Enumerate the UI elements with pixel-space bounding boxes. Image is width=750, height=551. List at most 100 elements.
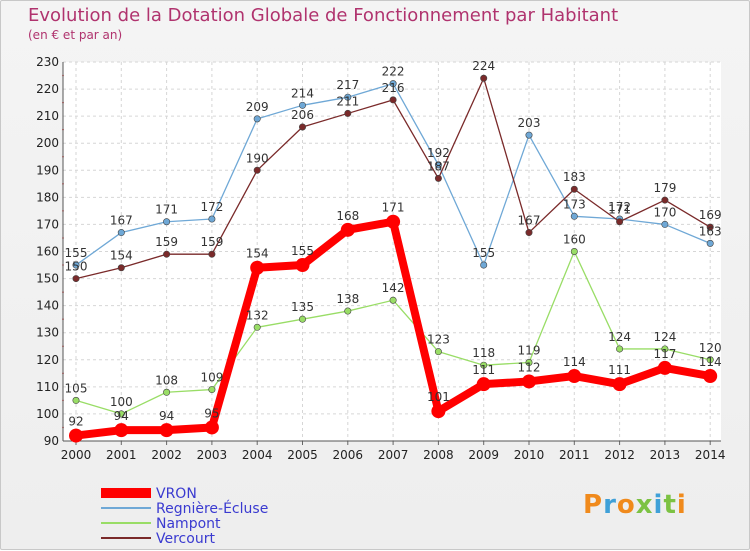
y-tick-label: 190: [36, 163, 59, 177]
data-point: [69, 428, 83, 443]
logo-letter: i: [653, 490, 664, 520]
legend-label: VRON: [156, 486, 197, 502]
data-point: [480, 361, 488, 369]
data-label: 169: [699, 208, 722, 222]
y-tick-label: 220: [36, 82, 59, 96]
series-group: [69, 74, 718, 443]
data-label: 159: [155, 235, 178, 249]
data-label: 124: [608, 330, 631, 344]
data-label: 135: [291, 300, 314, 314]
y-tick-label: 120: [36, 353, 59, 367]
data-label: 168: [336, 209, 359, 223]
y-tick-label: 210: [36, 109, 59, 123]
data-point: [253, 166, 261, 174]
data-label: 155: [291, 244, 314, 258]
axes: 90 100 110 120 130 140 150 160 170 180 190 200 210 22…: [36, 55, 725, 462]
y-tick-label: 100: [36, 407, 59, 421]
logo-letter: P: [583, 490, 604, 520]
logo-letter: x: [635, 490, 654, 520]
data-label: 222: [382, 65, 405, 79]
x-tick-label: 2007: [378, 448, 409, 462]
data-label: 114: [563, 355, 586, 369]
data-point: [389, 96, 397, 104]
data-label: 120: [699, 341, 722, 355]
data-label: 217: [336, 78, 359, 92]
data-point: [163, 388, 171, 396]
data-label: 142: [382, 281, 405, 295]
data-point: [340, 222, 355, 237]
data-label: 172: [200, 200, 223, 214]
data-point: [476, 377, 491, 392]
logo-letter: o: [616, 490, 636, 520]
proxiti-logo: Proxiti: [583, 490, 687, 520]
data-point: [298, 315, 306, 323]
data-point: [480, 74, 488, 82]
data-point: [616, 218, 624, 226]
data-label: 214: [291, 86, 314, 100]
data-label: 171: [155, 203, 178, 217]
data-point: [298, 123, 306, 131]
data-label: 123: [427, 333, 450, 347]
data-point: [208, 250, 216, 258]
data-label: 94: [159, 409, 174, 423]
data-label: 92: [68, 415, 83, 429]
data-point: [72, 396, 80, 404]
data-point: [386, 214, 401, 229]
data-point: [616, 345, 624, 353]
data-point: [480, 261, 488, 269]
data-point: [389, 296, 397, 304]
data-point: [434, 348, 442, 356]
y-tick-label: 170: [36, 217, 59, 231]
legend-label: Regnière-Écluse: [156, 500, 268, 517]
x-tick-label: 2013: [650, 448, 681, 462]
y-tick-label: 180: [36, 190, 59, 204]
data-label: 154: [110, 249, 133, 263]
data-label: 114: [699, 355, 722, 369]
data-point: [298, 101, 306, 109]
data-point: [204, 420, 219, 435]
data-label: 109: [200, 371, 223, 385]
data-point: [657, 360, 672, 375]
data-point: [706, 239, 714, 247]
data-label: 124: [653, 330, 676, 344]
data-point: [344, 109, 352, 117]
data-label: 203: [518, 116, 541, 130]
data-point: [253, 115, 261, 123]
grid: [63, 61, 721, 442]
data-point: [163, 250, 171, 258]
data-point: [706, 356, 714, 364]
x-tick-label: 2003: [197, 448, 228, 462]
data-point: [295, 258, 310, 273]
data-label: 224: [472, 59, 495, 73]
x-tick-label: 2004: [242, 448, 273, 462]
data-point: [250, 260, 265, 275]
data-point: [159, 423, 174, 438]
data-point: [570, 248, 578, 256]
data-point: [434, 174, 442, 182]
data-point: [208, 386, 216, 394]
data-point: [344, 307, 352, 315]
data-label: 171: [382, 201, 405, 215]
logo-letter: r: [603, 490, 617, 520]
data-point: [434, 161, 442, 169]
data-point: [612, 377, 627, 392]
x-tick-label: 2012: [604, 448, 635, 462]
data-point: [570, 185, 578, 193]
data-point: [117, 264, 125, 272]
x-tick-label: 2009: [468, 448, 499, 462]
logo-letter: t: [663, 490, 677, 520]
data-label: 167: [518, 214, 541, 228]
x-tick-label: 2014: [695, 448, 726, 462]
data-label: 206: [291, 108, 314, 122]
data-point: [389, 80, 397, 88]
data-label: 111: [472, 363, 495, 377]
data-label: 118: [472, 346, 495, 360]
data-point: [522, 374, 536, 389]
data-label: 111: [608, 363, 631, 377]
data-point: [253, 323, 261, 331]
y-tick-label: 150: [36, 272, 59, 286]
